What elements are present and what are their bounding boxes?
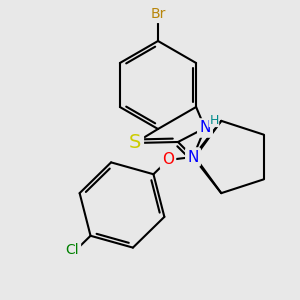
Text: N: N bbox=[199, 121, 211, 136]
Text: Br: Br bbox=[150, 7, 166, 21]
Text: H: H bbox=[209, 113, 219, 127]
Text: O: O bbox=[162, 152, 174, 167]
Text: Cl: Cl bbox=[65, 243, 79, 257]
Text: S: S bbox=[129, 134, 141, 152]
Text: N: N bbox=[187, 149, 199, 164]
